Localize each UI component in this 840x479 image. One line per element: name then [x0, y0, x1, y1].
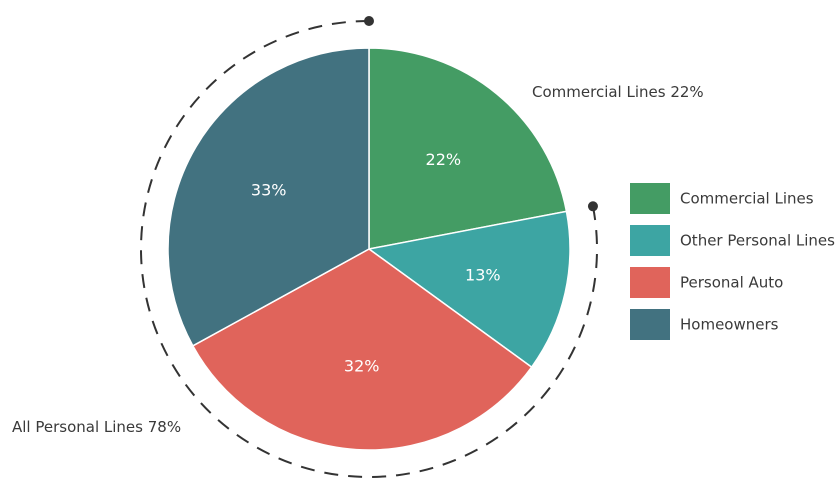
slice-value-label-other-personal-lines: 13%: [465, 265, 501, 284]
pie-slices: [167, 47, 571, 451]
personal-lines-outer-ring: [140, 16, 598, 478]
slice-value-label-homeowners: 33%: [251, 181, 287, 200]
pie-slice-homeowners: [167, 47, 370, 347]
legend-label-other-personal-lines: Other Personal Lines: [680, 232, 835, 250]
commercial-lines-callout: Commercial Lines 22%: [532, 83, 704, 101]
pie-slice-labels: 22% 13% 32% 33%: [251, 150, 501, 375]
legend-swatch-homeowners: [630, 309, 670, 340]
all-personal-lines-callout: All Personal Lines 78%: [12, 418, 181, 436]
outer-ring-end-dot: [364, 16, 374, 26]
legend-label-commercial-lines: Commercial Lines: [680, 190, 814, 208]
slice-value-label-personal-auto: 32%: [344, 356, 380, 375]
outer-ring-arc: [140, 20, 598, 478]
legend: Commercial Lines Other Personal Lines Pers…: [630, 183, 835, 340]
pie-slice-other-personal-lines: [367, 210, 571, 369]
pie-slice-commercial-lines: [368, 47, 568, 250]
slice-value-label-commercial-lines: 22%: [426, 150, 462, 169]
legend-swatch-commercial-lines: [630, 183, 670, 214]
legend-swatch-other-personal-lines: [630, 225, 670, 256]
pie-slice-personal-auto: [191, 248, 533, 451]
legend-swatch-personal-auto: [630, 267, 670, 298]
legend-label-personal-auto: Personal Auto: [680, 274, 783, 292]
outer-ring-start-dot: [587, 201, 598, 212]
legend-label-homeowners: Homeowners: [680, 316, 779, 334]
